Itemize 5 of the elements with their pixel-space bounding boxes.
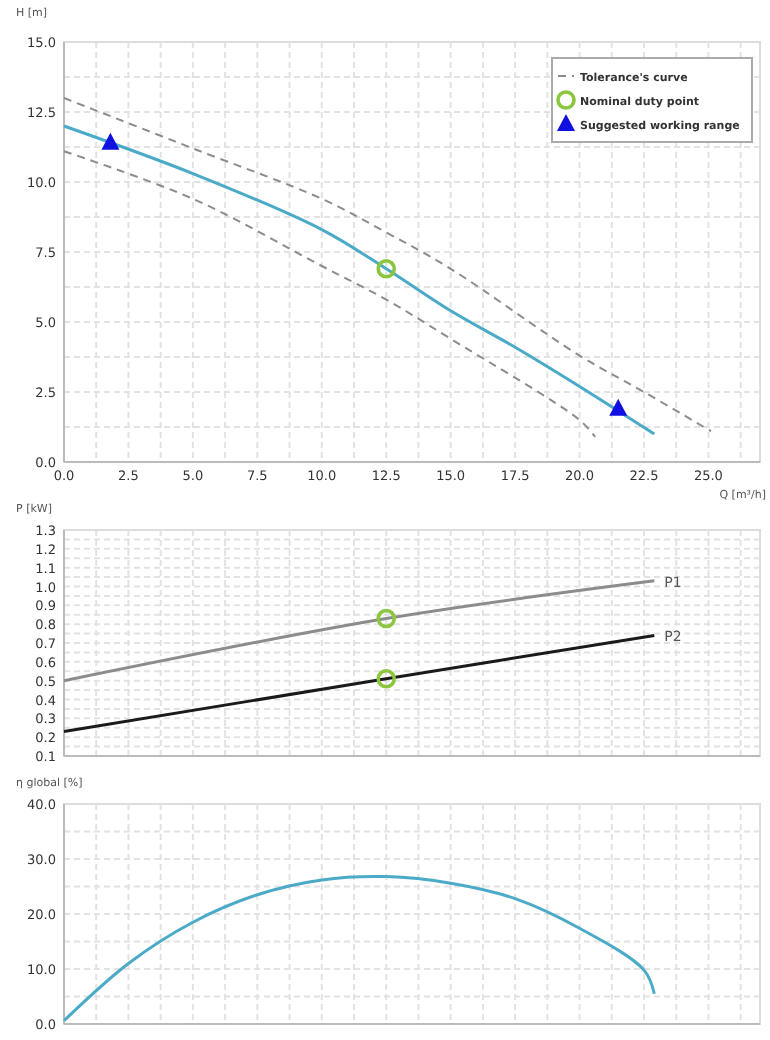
line-series bbox=[62, 874, 656, 1023]
point bbox=[376, 259, 397, 279]
point bbox=[609, 398, 628, 416]
point bbox=[101, 132, 120, 150]
line-series bbox=[63, 150, 597, 438]
